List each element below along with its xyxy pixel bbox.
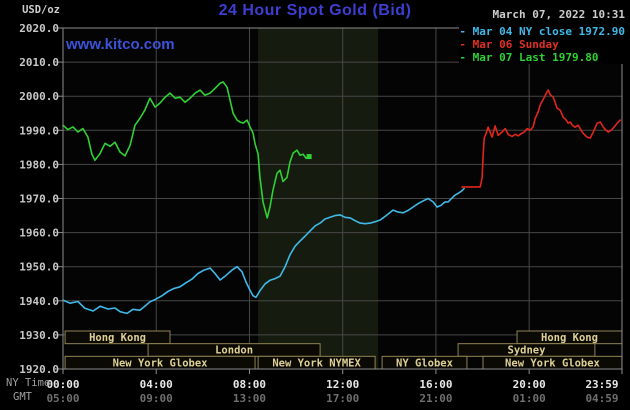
x-tick-label-gmt: 21:00 <box>419 392 452 405</box>
y-tick-label: 1960.0 <box>19 227 59 240</box>
y-tick-label: 1920.0 <box>19 363 59 376</box>
series-line-1 <box>461 89 622 188</box>
x-tick-label-gmt: 17:00 <box>326 392 359 405</box>
series-line-2 <box>62 81 310 219</box>
y-tick-label: 2000.0 <box>19 90 59 103</box>
session-label: New York Globex <box>505 357 601 369</box>
legend: - Mar 04 NY close 1972.90- Mar 06 Sunday… <box>459 25 625 64</box>
x-tick-label-gmt: 13:00 <box>233 392 266 405</box>
y-tick-label: 1940.0 <box>19 295 59 308</box>
x-tick-label-ny: 00:00 <box>46 378 79 391</box>
page-title: 24 Hour Spot Gold (Bid) <box>218 2 412 19</box>
plot-border <box>62 27 623 370</box>
y-tick-label: 1930.0 <box>19 329 59 342</box>
session-label: Hong Kong <box>89 332 146 344</box>
series-line-0 <box>62 187 465 315</box>
x-tick-label-ny: 20:00 <box>513 378 546 391</box>
legend-item-1: - Mar 06 Sunday <box>459 38 625 51</box>
x-tick-label-gmt: 04:59 <box>585 392 618 405</box>
y-tick-label: 1970.0 <box>19 193 59 206</box>
legend-item-2: - Mar 07 Last 1979.80 <box>459 51 625 64</box>
y-tick-label: 1980.0 <box>19 158 59 171</box>
x-tick-label-ny: 08:00 <box>233 378 266 391</box>
x-tick-label-gmt: 01:00 <box>513 392 546 405</box>
chart-timestamp: March 07, 2022 10:31 <box>492 8 625 21</box>
session-label: NY Globex <box>396 357 454 369</box>
x-tick-label-gmt: 05:00 <box>46 392 79 405</box>
x-tick-label-ny: 04:00 <box>140 378 173 391</box>
x-tick-label-ny: 16:00 <box>419 378 452 391</box>
session-label: Hong Kong <box>541 332 598 344</box>
gmt-axis-label: GMT <box>13 391 32 403</box>
y-tick-label: 1950.0 <box>19 261 59 274</box>
legend-item-0: - Mar 04 NY close 1972.90 <box>459 25 625 38</box>
x-tick-label-ny: 12:00 <box>326 378 359 391</box>
y-tick-label: 2020.0 <box>19 22 59 35</box>
y-tick-label: 2010.0 <box>19 56 59 69</box>
session-label: Sydney <box>508 345 547 357</box>
x-tick-label-gmt: 09:00 <box>140 392 173 405</box>
kitco-watermark-link[interactable]: www.kitco.com <box>66 36 175 53</box>
session-box <box>64 330 171 345</box>
y-axis-units-label: USD/oz <box>22 4 60 16</box>
x-tick-label-ny: 23:59 <box>585 378 618 391</box>
session-label: New York Globex <box>113 357 209 369</box>
session-label: New York NYMEX <box>272 357 361 369</box>
last-price-marker <box>306 154 312 160</box>
ny-time-axis-label: NY Time <box>6 377 51 389</box>
session-label: London <box>215 345 253 357</box>
y-tick-label: 1990.0 <box>19 124 59 137</box>
